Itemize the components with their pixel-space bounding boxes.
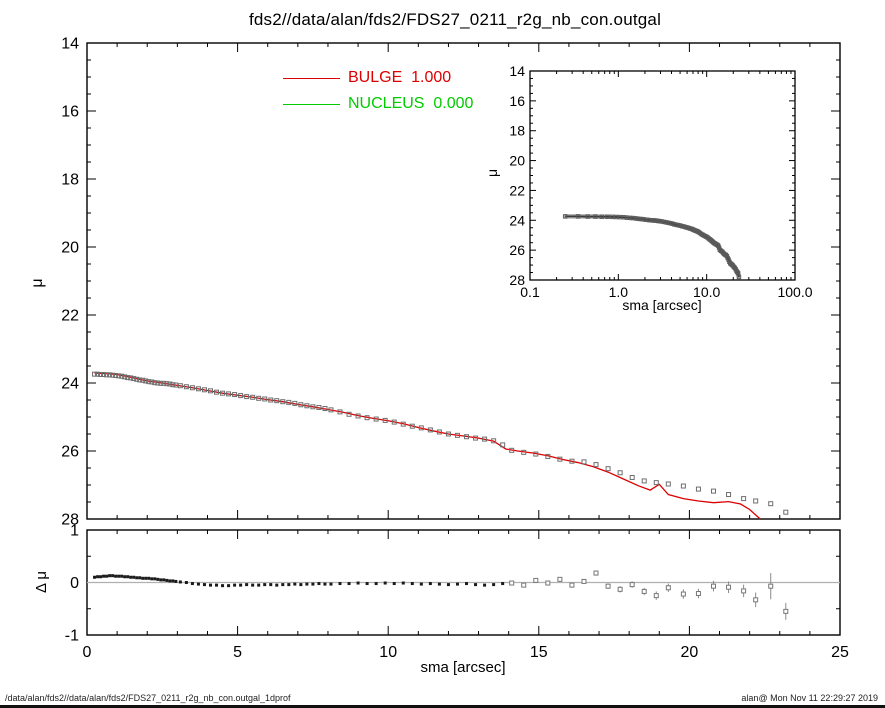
svg-text:20: 20 (509, 153, 525, 169)
legend-item-bulge: BULGE 1.000 (283, 65, 473, 91)
inset-plot: 14 16 18 20 22 24 26 280.1 1.0 10.0 100.0 (509, 63, 812, 300)
svg-text:24: 24 (509, 212, 525, 228)
svg-text:100.0: 100.0 (777, 284, 812, 300)
footer-file-path: /data/alan/fds2//data/alan/fds2/FDS27_02… (5, 693, 291, 703)
main-y-axis-label: μ (29, 278, 46, 288)
svg-text:20: 20 (681, 644, 699, 661)
svg-text:16: 16 (61, 104, 79, 121)
svg-text:22: 22 (61, 308, 79, 325)
bottom-border-bar (0, 705, 885, 708)
svg-text:0: 0 (83, 644, 92, 661)
svg-text:24: 24 (61, 376, 79, 393)
inset-y-axis-label: μ (484, 168, 500, 178)
page-title: fds2//data/alan/fds2/FDS27_0211_r2g_nb_c… (248, 10, 662, 29)
svg-text:0.1: 0.1 (520, 284, 540, 300)
svg-text:28: 28 (61, 512, 79, 529)
bulge-line-swatch (283, 77, 340, 79)
svg-text:26: 26 (61, 444, 79, 461)
svg-text:10.0: 10.0 (693, 284, 720, 300)
svg-text:14: 14 (509, 63, 525, 79)
svg-text:18: 18 (509, 123, 525, 139)
svg-text:28: 28 (509, 272, 525, 288)
legend: BULGE 1.000 NUCLEUS 0.000 (283, 65, 473, 117)
svg-text:1: 1 (70, 523, 79, 540)
svg-text:20: 20 (61, 240, 79, 257)
main-plot: 14 16 18 20 22 24 26 28 (61, 36, 841, 529)
legend-label-bulge: BULGE 1.000 (348, 69, 452, 86)
svg-text:5: 5 (233, 644, 242, 661)
residual-y-axis-label: Δ μ (33, 571, 50, 594)
svg-text:26: 26 (509, 242, 525, 258)
footer-user-timestamp: alan@ Mon Nov 11 22:29:27 2019 (741, 693, 878, 703)
svg-text:14: 14 (61, 36, 79, 53)
svg-text:25: 25 (831, 644, 849, 661)
svg-text:16: 16 (509, 93, 525, 109)
svg-text:-1: -1 (65, 628, 79, 645)
svg-text:22: 22 (509, 182, 525, 198)
svg-text:18: 18 (61, 172, 79, 189)
legend-item-nucleus: NUCLEUS 0.000 (283, 91, 473, 117)
main-x-axis-label: sma [arcsec] (420, 659, 506, 676)
svg-text:0: 0 (70, 575, 79, 592)
inset-x-axis-label: sma [arcsec] (622, 297, 702, 313)
legend-label-nucleus: NUCLEUS 0.000 (348, 95, 474, 112)
svg-text:10: 10 (379, 644, 397, 661)
svg-text:1.0: 1.0 (609, 284, 629, 300)
nucleus-line-swatch (283, 103, 340, 105)
svg-text:15: 15 (530, 644, 548, 661)
